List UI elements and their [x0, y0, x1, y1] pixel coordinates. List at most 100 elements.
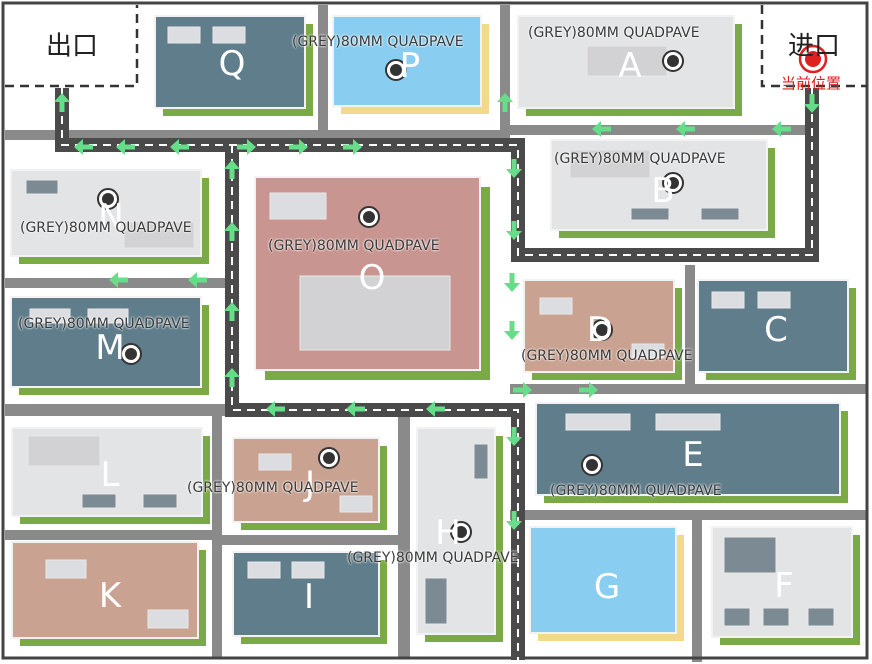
building-annex — [339, 495, 373, 513]
building-h — [416, 427, 503, 642]
walkway-strip — [220, 535, 400, 545]
direction-arrow — [224, 368, 240, 387]
direction-arrow — [579, 382, 598, 398]
building-label-j: J — [304, 464, 316, 504]
building-annex — [700, 207, 740, 221]
building-m — [10, 296, 209, 395]
location-marker-dot — [596, 324, 608, 336]
building-label-d: D — [586, 310, 614, 350]
direction-arrow — [592, 121, 611, 137]
current-position-dot — [805, 51, 821, 67]
building-annex — [762, 607, 790, 627]
direction-arrow — [343, 139, 362, 155]
building-annex — [565, 413, 631, 431]
building-annex — [586, 45, 668, 77]
building-annex — [291, 561, 325, 579]
direction-arrow — [188, 272, 207, 288]
building-annex — [807, 607, 835, 627]
building-annex — [212, 26, 246, 44]
direction-arrow — [506, 427, 522, 446]
building-g — [529, 526, 684, 641]
walkway-strip — [500, 5, 510, 135]
building-annex — [147, 609, 189, 629]
direction-arrow — [116, 139, 135, 155]
building-k — [11, 541, 206, 646]
building-annex — [757, 291, 791, 309]
walkway-strip — [510, 125, 810, 135]
paving-label: (GREY)80MM QUADPAVE — [554, 151, 726, 167]
building-label-f: F — [774, 566, 794, 606]
exit-zone-border — [5, 5, 139, 88]
building-annex — [299, 275, 451, 351]
building-p — [332, 15, 489, 114]
direction-arrow — [804, 94, 820, 113]
walkway-strip — [692, 512, 702, 662]
paving-label: (GREY)80MM QUADPAVE — [292, 34, 464, 50]
location-marker-dot — [323, 452, 335, 464]
location-marker-dot — [667, 55, 679, 67]
direction-arrow — [506, 511, 522, 530]
paving-label: (GREY)80MM QUADPAVE — [187, 480, 359, 496]
building-e — [535, 402, 848, 503]
paving-label: (GREY)80MM QUADPAVE — [550, 483, 722, 499]
walkway-strip — [398, 404, 410, 659]
entrance-label: 进口 — [787, 31, 841, 62]
location-marker-dot — [586, 459, 598, 471]
direction-arrow — [346, 401, 365, 417]
building-d — [523, 279, 682, 380]
building-annex — [27, 435, 101, 467]
paving-label: (GREY)80MM QUADPAVE — [268, 238, 440, 254]
direction-arrow — [224, 302, 240, 321]
building-label-g: G — [593, 567, 621, 607]
building-c — [697, 279, 856, 380]
building-annex — [630, 207, 670, 221]
paving-label: (GREY)80MM QUADPAVE — [347, 550, 519, 566]
paving-label: (GREY)80MM QUADPAVE — [528, 25, 700, 41]
walkway-strip — [5, 530, 220, 540]
direction-arrow — [237, 139, 256, 155]
location-marker-dot — [455, 526, 467, 538]
direction-arrow — [170, 139, 189, 155]
building-annex — [473, 443, 489, 480]
building-label-b: B — [651, 171, 675, 211]
building-label-i: I — [303, 577, 315, 617]
building-annex — [631, 343, 665, 359]
road-center-line — [61, 88, 813, 256]
walkway-strip — [685, 265, 695, 390]
walkway-strip — [510, 510, 867, 520]
building-annex — [25, 179, 59, 195]
building-l — [11, 427, 210, 524]
direction-arrow — [506, 159, 522, 178]
location-marker-dot — [667, 177, 679, 189]
building-annex — [711, 291, 745, 309]
walkway-strip — [5, 130, 510, 140]
direction-arrow — [513, 382, 532, 398]
building-label-l: L — [100, 455, 120, 495]
building-body — [529, 526, 677, 634]
direction-arrow — [224, 160, 240, 179]
building-i — [232, 551, 387, 644]
paving-label: (GREY)80MM QUADPAVE — [521, 348, 693, 364]
building-annex — [247, 561, 281, 579]
paving-label: (GREY)80MM QUADPAVE — [18, 316, 190, 332]
building-annex — [723, 536, 777, 574]
building-annex — [87, 308, 129, 324]
building-annex — [45, 559, 87, 579]
building-annex — [29, 308, 71, 324]
location-marker-dot — [125, 348, 137, 360]
location-marker-dot — [390, 64, 402, 76]
paving-label: (GREY)80MM QUADPAVE — [20, 220, 192, 236]
building-label-c: C — [764, 310, 788, 350]
building-o — [254, 176, 490, 380]
location-marker-dot — [102, 193, 114, 205]
building-annex — [142, 493, 178, 509]
building-j — [232, 437, 387, 530]
direction-arrow — [224, 222, 240, 241]
direction-arrow — [497, 93, 513, 112]
building-annex — [569, 149, 651, 179]
building-label-p: P — [399, 46, 421, 86]
direction-arrow — [676, 121, 695, 137]
walkway-strip — [212, 404, 222, 659]
building-n — [10, 169, 209, 264]
